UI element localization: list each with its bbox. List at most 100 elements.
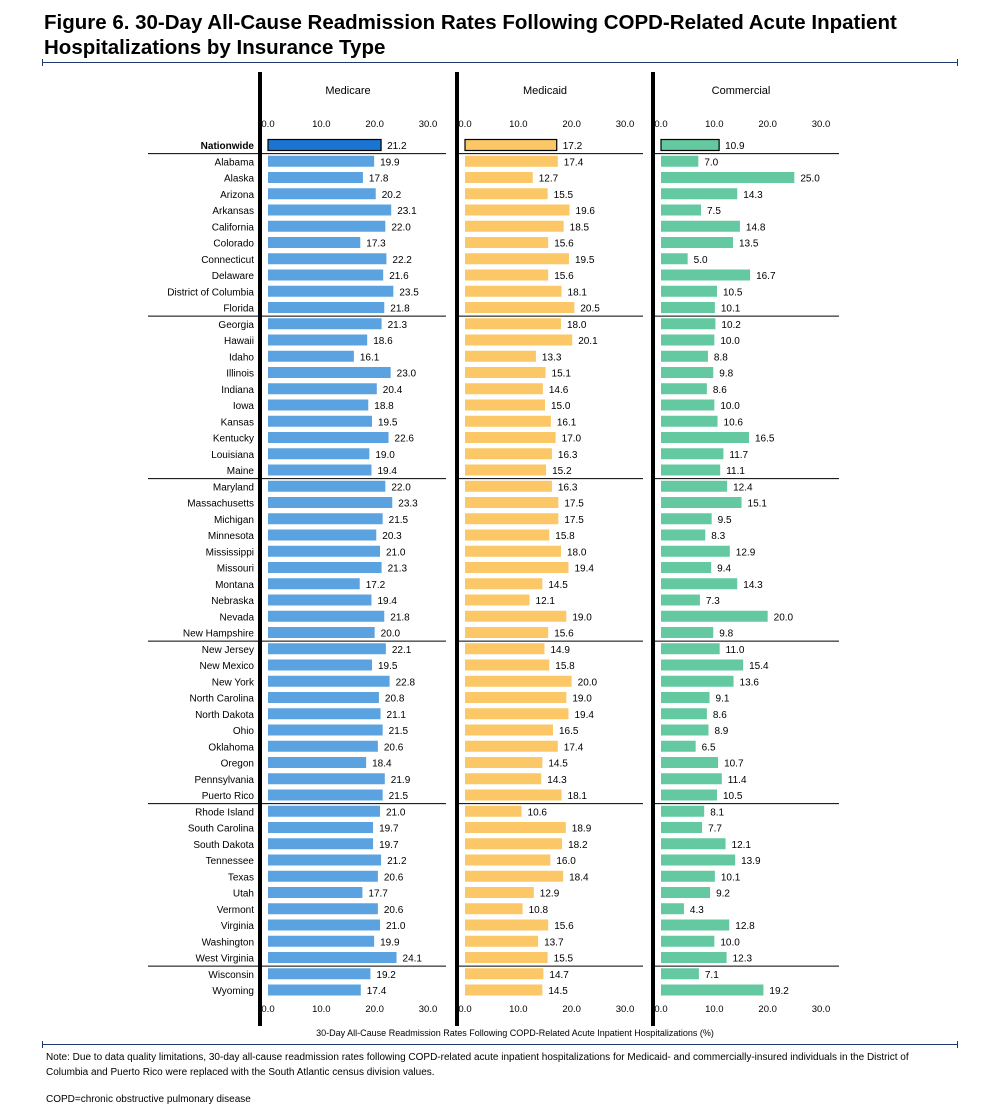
- bar-medicare-georgia: [268, 318, 382, 330]
- category-label-wyoming: Wyoming: [212, 986, 254, 997]
- bar-commercial-texas: [661, 870, 715, 882]
- value-label-medicare-missouri: 21.3: [388, 564, 408, 575]
- category-label-north-dakota: North Dakota: [195, 710, 254, 721]
- category-label-ohio: Ohio: [233, 726, 255, 737]
- top-tick-commercial-0: 0.0: [654, 119, 667, 130]
- bar-commercial-indiana: [661, 383, 707, 395]
- bar-medicare-connecticut: [268, 253, 387, 265]
- bar-medicaid-wyoming: [465, 984, 543, 996]
- bar-commercial-pennsylvania: [661, 773, 722, 785]
- category-label-north-carolina: North Carolina: [190, 694, 255, 705]
- bar-commercial-rhode-island: [661, 805, 705, 817]
- category-label-pennsylvania: Pennsylvania: [195, 775, 255, 786]
- category-label-illinois: Illinois: [226, 369, 254, 380]
- value-label-medicaid-west-virginia: 15.5: [554, 954, 574, 965]
- bar-medicaid-utah: [465, 887, 534, 898]
- bottom-tick-medicare-3: 30.0: [419, 1004, 438, 1015]
- bar-commercial-nebraska: [661, 594, 700, 606]
- bar-commercial-idaho: [661, 350, 708, 362]
- value-label-commercial-alaska: 25.0: [800, 174, 820, 185]
- value-label-medicaid-wisconsin: 14.7: [549, 970, 569, 981]
- category-label-south-carolina: South Carolina: [188, 824, 255, 835]
- category-label-louisiana: Louisiana: [211, 450, 254, 461]
- value-label-medicaid-nebraska: 12.1: [536, 596, 556, 607]
- bar-commercial-virginia: [661, 919, 730, 931]
- value-label-medicare-nevada: 21.8: [390, 612, 410, 623]
- value-label-medicaid-wyoming: 14.5: [548, 986, 568, 997]
- panel-separator-2: [455, 72, 459, 1026]
- bar-medicare-nebraska: [268, 594, 372, 606]
- bar-medicare-oregon: [268, 757, 367, 768]
- bar-medicaid-massachusetts: [465, 497, 559, 508]
- value-label-medicare-virginia: 21.0: [386, 921, 406, 932]
- bar-medicaid-connecticut: [465, 253, 569, 265]
- bar-medicaid-alabama: [465, 155, 558, 167]
- value-label-commercial-oklahoma: 6.5: [702, 742, 716, 753]
- category-label-rhode-island: Rhode Island: [195, 807, 254, 818]
- bar-medicaid-hawaii: [465, 334, 573, 346]
- bar-medicaid-florida: [465, 302, 575, 313]
- bar-medicaid-delaware: [465, 269, 549, 281]
- bar-commercial-florida: [661, 302, 715, 313]
- value-label-medicare-vermont: 20.6: [384, 905, 404, 916]
- bar-medicare-florida: [268, 302, 385, 313]
- title-rule-left-end: [42, 59, 43, 66]
- value-label-medicare-rhode-island: 21.0: [386, 807, 406, 818]
- category-label-wisconsin: Wisconsin: [208, 970, 254, 981]
- bar-medicaid-new-hampshire: [465, 627, 549, 638]
- value-label-commercial-west-virginia: 12.3: [733, 954, 753, 965]
- value-label-commercial-indiana: 8.6: [713, 385, 727, 396]
- value-label-commercial-idaho: 8.8: [714, 352, 728, 363]
- bar-medicare-maine: [268, 464, 372, 476]
- value-label-medicare-wisconsin: 19.2: [376, 970, 396, 981]
- category-label-maine: Maine: [227, 466, 255, 477]
- value-label-commercial-pennsylvania: 11.4: [728, 775, 747, 786]
- bar-commercial-south-carolina: [661, 822, 703, 833]
- bar-medicaid-virginia: [465, 919, 549, 931]
- bar-medicaid-indiana: [465, 383, 543, 395]
- bar-medicare-california: [268, 220, 386, 232]
- bar-medicaid-iowa: [465, 399, 545, 411]
- bar-medicare-kentucky: [268, 432, 389, 443]
- bar-medicare-idaho: [268, 350, 354, 362]
- value-label-commercial-new-york: 13.6: [740, 677, 760, 688]
- bar-medicare-minnesota: [268, 529, 377, 541]
- bar-medicare-colorado: [268, 237, 361, 248]
- bar-commercial-arkansas: [661, 204, 701, 216]
- value-label-commercial-district-of-columbia: 10.5: [723, 287, 743, 298]
- bar-commercial-nationwide: [660, 138, 720, 152]
- category-label-colorado: Colorado: [213, 239, 254, 250]
- value-label-medicaid-south-dakota: 18.2: [568, 840, 588, 851]
- bar-commercial-mississippi: [661, 545, 730, 557]
- value-label-commercial-georgia: 10.2: [721, 320, 741, 331]
- category-label-district-of-columbia: District of Columbia: [167, 287, 254, 298]
- bar-medicaid-louisiana: [465, 448, 552, 460]
- value-label-medicaid-montana: 14.5: [548, 580, 568, 591]
- value-label-medicaid-georgia: 18.0: [567, 320, 587, 331]
- bar-commercial-kentucky: [661, 432, 749, 443]
- bar-commercial-alabama: [661, 155, 699, 167]
- bar-commercial-delaware: [661, 269, 751, 281]
- bar-medicaid-nationwide: [464, 138, 558, 152]
- category-label-maryland: Maryland: [213, 482, 254, 493]
- category-label-utah: Utah: [233, 889, 254, 900]
- value-label-commercial-wisconsin: 7.1: [705, 970, 719, 981]
- value-label-commercial-maryland: 12.4: [733, 482, 753, 493]
- value-label-medicaid-pennsylvania: 14.3: [547, 775, 567, 786]
- value-label-medicare-michigan: 21.5: [389, 515, 409, 526]
- top-tick-commercial-1: 10.0: [705, 119, 724, 130]
- bar-commercial-montana: [661, 578, 738, 590]
- bar-medicaid-arkansas: [465, 204, 570, 216]
- category-label-south-dakota: South Dakota: [193, 840, 254, 851]
- value-label-commercial-iowa: 10.0: [720, 401, 740, 412]
- value-label-commercial-virginia: 12.8: [735, 921, 755, 932]
- bar-commercial-vermont: [661, 903, 684, 915]
- value-label-commercial-michigan: 9.5: [718, 515, 732, 526]
- value-label-medicaid-nationwide: 17.2: [563, 141, 583, 152]
- category-label-arizona: Arizona: [220, 190, 254, 201]
- bar-medicare-kansas: [268, 415, 372, 427]
- bar-medicare-texas: [268, 870, 378, 882]
- value-label-commercial-delaware: 16.7: [756, 271, 776, 282]
- bar-medicare-north-dakota: [268, 708, 381, 720]
- value-label-medicaid-tennessee: 16.0: [556, 856, 576, 867]
